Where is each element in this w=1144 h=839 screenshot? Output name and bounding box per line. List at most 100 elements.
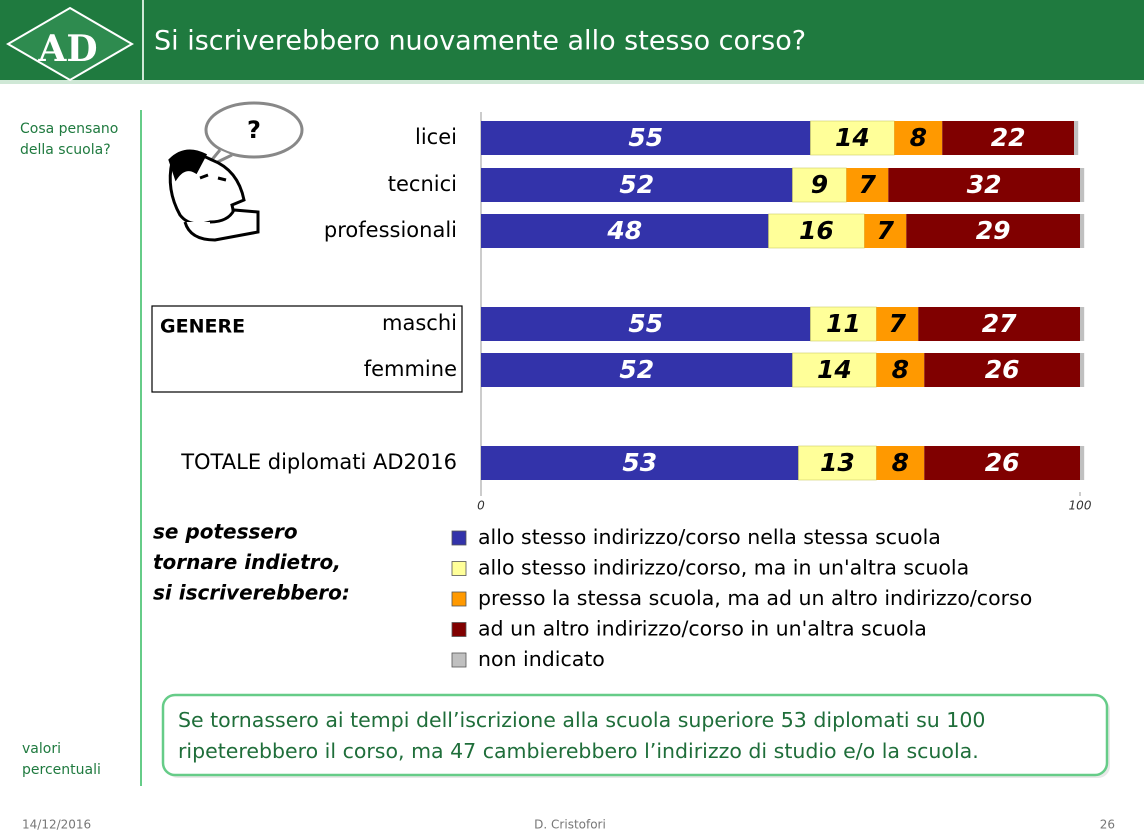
data-label: 52 bbox=[619, 355, 654, 384]
side-text: della scuola? bbox=[20, 142, 111, 158]
bar-segment bbox=[481, 307, 811, 341]
legend-title: tornare indietro, bbox=[153, 550, 341, 574]
data-label: 8 bbox=[892, 448, 909, 477]
header-title: Si iscriverebbero nuovamente allo stesso… bbox=[154, 26, 806, 57]
cartoon bbox=[168, 101, 304, 242]
bar-segment bbox=[1080, 307, 1085, 341]
legend-label: allo stesso indirizzo/corso, ma in un'al… bbox=[478, 556, 969, 580]
group-label: GENERE bbox=[160, 316, 245, 338]
category-label: tecnici bbox=[388, 172, 457, 196]
legend-label: presso la stessa scuola, ma ad un altro … bbox=[478, 586, 1032, 610]
legend-swatch bbox=[451, 652, 467, 668]
bar-segment bbox=[792, 167, 847, 203]
group-box bbox=[151, 305, 463, 393]
data-label: 13 bbox=[820, 448, 855, 477]
legend-title: si iscriverebbero: bbox=[153, 581, 350, 605]
bar-segment bbox=[876, 307, 919, 341]
data-label: 11 bbox=[826, 309, 861, 338]
bar-segment bbox=[481, 353, 793, 387]
legend-label: ad un altro indirizzo/corso in un'altra … bbox=[478, 617, 927, 641]
bar-segment bbox=[1080, 214, 1085, 248]
bar-segment bbox=[1080, 446, 1085, 480]
bar-segment bbox=[481, 121, 811, 155]
legend-label: allo stesso indirizzo/corso nella stessa… bbox=[478, 525, 941, 549]
header-bar bbox=[0, 0, 1144, 80]
bar-segment bbox=[924, 353, 1080, 387]
category-label: TOTALE diplomati AD2016 bbox=[180, 450, 457, 474]
category-label: professionali bbox=[324, 218, 457, 242]
data-label: 26 bbox=[985, 448, 1020, 477]
data-label: 16 bbox=[799, 216, 834, 245]
data-label: 14 bbox=[835, 123, 870, 152]
bar-segment bbox=[810, 306, 877, 342]
data-label: 55 bbox=[628, 309, 663, 338]
speech-bubble bbox=[204, 101, 304, 159]
bubble-text: ? bbox=[247, 116, 261, 144]
bar-segment bbox=[888, 168, 1080, 202]
bar-segment bbox=[918, 307, 1080, 341]
note-text: Se tornassero ai tempi dell’iscrizione a… bbox=[178, 708, 985, 732]
legend-swatch bbox=[451, 561, 467, 576]
bar-segment bbox=[1080, 168, 1085, 202]
bar-segment bbox=[1080, 353, 1085, 387]
data-label: 32 bbox=[967, 170, 1002, 199]
data-label: 55 bbox=[628, 123, 663, 152]
x-tick-label: 0 bbox=[477, 499, 485, 513]
data-label: 9 bbox=[811, 170, 828, 199]
bar-segment bbox=[876, 353, 925, 387]
bar-segment bbox=[792, 352, 877, 388]
data-label: 26 bbox=[985, 355, 1020, 384]
bar-segment bbox=[876, 446, 925, 480]
hand bbox=[183, 208, 260, 242]
note-box bbox=[161, 693, 1109, 777]
data-label: 8 bbox=[892, 355, 909, 384]
bar-segment bbox=[942, 121, 1075, 155]
data-label: 7 bbox=[859, 170, 877, 199]
bar-segment bbox=[1074, 121, 1079, 155]
side-text: Cosa pensano bbox=[20, 121, 118, 137]
data-label: 7 bbox=[889, 309, 907, 338]
hair bbox=[168, 149, 208, 182]
eyebrows bbox=[199, 173, 227, 182]
data-label: 48 bbox=[606, 216, 642, 245]
bar-segment bbox=[481, 168, 793, 202]
header-shadow bbox=[0, 80, 1144, 84]
x-tick-label: 100 bbox=[1069, 499, 1092, 513]
data-label: 8 bbox=[910, 123, 927, 152]
footer-date: 14/12/2016 bbox=[22, 818, 91, 832]
data-label: 27 bbox=[982, 309, 1017, 338]
legend-swatch bbox=[451, 622, 467, 637]
data-label: 29 bbox=[976, 216, 1011, 245]
bar-segment bbox=[924, 446, 1080, 480]
data-label: 7 bbox=[877, 216, 895, 245]
bar-segment bbox=[864, 214, 907, 248]
side-text: valori bbox=[22, 741, 61, 757]
bar-segment bbox=[768, 213, 865, 249]
category-label: maschi bbox=[382, 311, 457, 335]
legend-label: non indicato bbox=[478, 647, 605, 671]
note-text: ripeterebbero il corso, ma 47 cambierebb… bbox=[178, 739, 979, 763]
bar-segment bbox=[906, 214, 1080, 248]
legend-swatch bbox=[451, 530, 467, 546]
bar-segment bbox=[846, 168, 889, 202]
bar-segment bbox=[481, 446, 799, 480]
legend-swatch bbox=[451, 591, 467, 607]
footer-author: D. Cristofori bbox=[534, 818, 606, 832]
bar-segment bbox=[798, 445, 877, 481]
data-label: 53 bbox=[622, 448, 657, 477]
chart: 0 100 licei 55 14 8 22 tecnici 52 9 7 32 professiona… bbox=[153, 112, 1092, 671]
legend-title: se potessero bbox=[153, 520, 298, 544]
data-label: 52 bbox=[619, 170, 654, 199]
side-text: percentuali bbox=[22, 762, 101, 778]
logo-text: AD bbox=[37, 28, 97, 70]
bar-segment bbox=[810, 120, 895, 156]
bar-segment bbox=[481, 214, 769, 248]
data-label: 14 bbox=[817, 355, 852, 384]
data-label: 22 bbox=[991, 123, 1026, 152]
footer-page: 26 bbox=[1100, 818, 1115, 832]
category-label: femmine bbox=[364, 357, 457, 381]
category-label: licei bbox=[415, 125, 457, 149]
bar-segment bbox=[894, 121, 943, 155]
logo-diamond bbox=[6, 6, 134, 82]
